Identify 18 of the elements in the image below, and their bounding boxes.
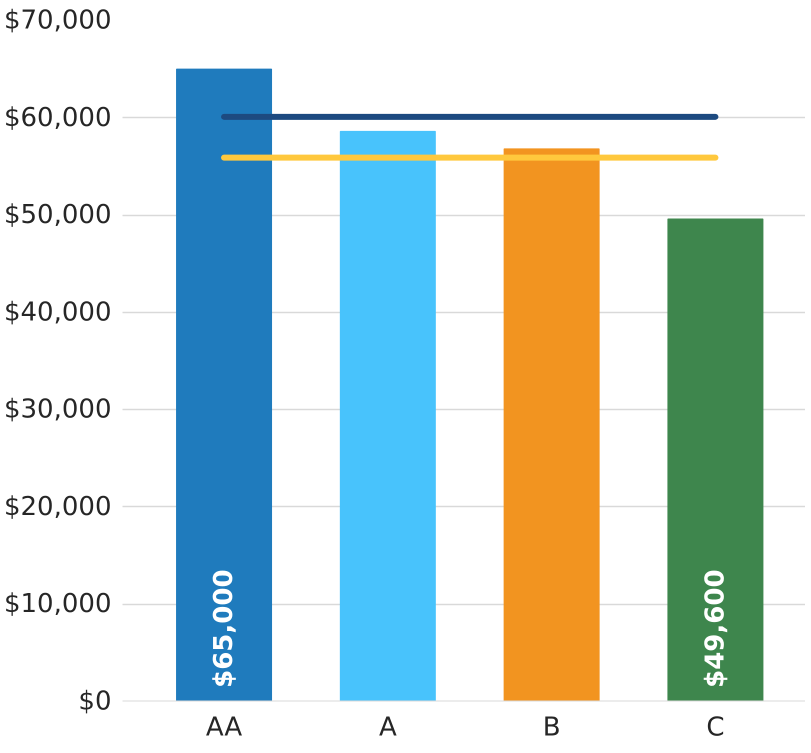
data-label: $49,600 [700, 569, 730, 688]
y-tick-label: $40,000 [4, 297, 112, 328]
y-tick-label: $0 [78, 686, 112, 716]
y-tick-label: $20,000 [4, 492, 112, 522]
bar [340, 130, 436, 702]
bar [667, 218, 764, 702]
x-tick-label: A [378, 712, 397, 742]
y-tick-label: $30,000 [4, 394, 112, 425]
x-tick-label: C [706, 712, 724, 742]
y-tick-label: $70,000 [4, 6, 112, 36]
y-tick-label: $50,000 [4, 200, 112, 230]
data-label: $65,000 [209, 569, 240, 688]
bar [504, 148, 600, 702]
y-tick-label: $10,000 [4, 589, 112, 620]
x-tick-label: AA [206, 712, 242, 742]
x-tick-label: B [542, 712, 561, 742]
bar [176, 68, 272, 702]
y-tick-label: $60,000 [4, 102, 112, 133]
